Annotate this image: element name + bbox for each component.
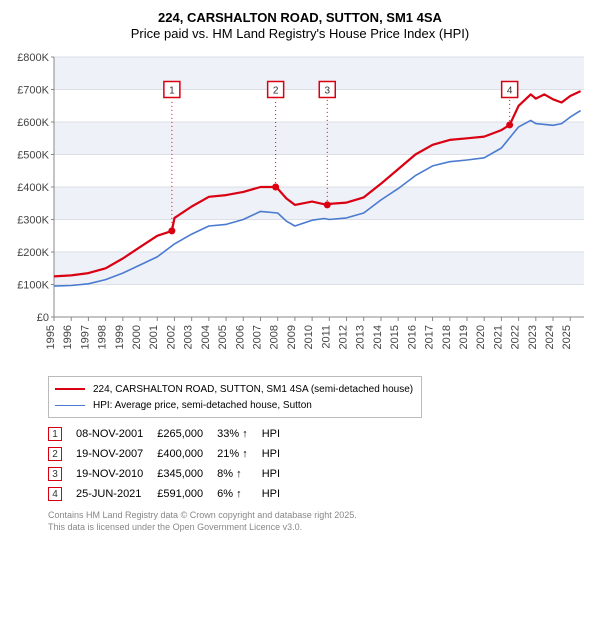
sale-pct: 33% ↑ — [217, 424, 262, 444]
svg-text:2006: 2006 — [234, 325, 246, 349]
chart-title-line1: 224, CARSHALTON ROAD, SUTTON, SM1 4SA — [8, 10, 592, 25]
footer-attribution: Contains HM Land Registry data © Crown c… — [48, 510, 592, 533]
sale-price: £345,000 — [157, 464, 217, 484]
footer-line1: Contains HM Land Registry data © Crown c… — [48, 510, 592, 522]
svg-text:2011: 2011 — [320, 325, 332, 349]
svg-text:£700K: £700K — [17, 85, 49, 97]
svg-text:1999: 1999 — [114, 325, 126, 349]
legend-swatch — [55, 388, 85, 390]
sale-marker-box: 4 — [48, 487, 62, 501]
line-chart-svg: £0 £100K £200K £300K £400K £500K £600K £700K £80… — [8, 47, 588, 372]
svg-text:2017: 2017 — [424, 325, 436, 349]
svg-text:2010: 2010 — [303, 325, 315, 349]
sale-price: £265,000 — [157, 424, 217, 444]
svg-text:2008: 2008 — [269, 325, 281, 349]
svg-text:1995: 1995 — [45, 325, 57, 349]
sale-marker-box: 1 — [48, 427, 62, 441]
svg-text:2023: 2023 — [527, 325, 539, 349]
svg-text:2007: 2007 — [251, 325, 263, 349]
legend-label: HPI: Average price, semi-detached house,… — [93, 400, 312, 411]
svg-text:2022: 2022 — [510, 325, 522, 349]
legend: 224, CARSHALTON ROAD, SUTTON, SM1 4SA (s… — [48, 376, 422, 418]
svg-text:£200K: £200K — [17, 247, 49, 259]
svg-text:2005: 2005 — [217, 325, 229, 349]
svg-text:£300K: £300K — [17, 215, 49, 227]
sale-pct: 21% ↑ — [217, 444, 262, 464]
legend-item: 224, CARSHALTON ROAD, SUTTON, SM1 4SA (s… — [55, 381, 415, 397]
table-row: 4 25-JUN-2021£591,0006% ↑HPI — [48, 484, 294, 504]
legend-swatch — [55, 405, 85, 406]
sale-date: 08-NOV-2001 — [76, 424, 157, 444]
svg-text:£500K: £500K — [17, 150, 49, 162]
svg-text:£400K: £400K — [17, 182, 49, 194]
svg-text:2019: 2019 — [458, 325, 470, 349]
svg-text:2018: 2018 — [441, 325, 453, 349]
svg-text:1: 1 — [169, 86, 175, 97]
svg-text:£100K: £100K — [17, 280, 49, 292]
svg-text:2002: 2002 — [165, 325, 177, 349]
svg-text:2014: 2014 — [372, 325, 384, 349]
svg-text:2020: 2020 — [475, 325, 487, 349]
sale-pct: 8% ↑ — [217, 464, 262, 484]
svg-text:2021: 2021 — [492, 325, 504, 349]
sale-price: £591,000 — [157, 484, 217, 504]
svg-text:2013: 2013 — [355, 325, 367, 349]
svg-text:4: 4 — [507, 86, 513, 97]
svg-text:2009: 2009 — [286, 325, 298, 349]
sale-date: 19-NOV-2007 — [76, 444, 157, 464]
footer-line2: This data is licensed under the Open Gov… — [48, 522, 592, 534]
table-row: 2 19-NOV-2007£400,00021% ↑HPI — [48, 444, 294, 464]
svg-text:£0: £0 — [37, 312, 49, 324]
sale-hpi-label: HPI — [262, 484, 294, 504]
sale-date: 19-NOV-2010 — [76, 464, 157, 484]
chart-title-block: 224, CARSHALTON ROAD, SUTTON, SM1 4SA Pr… — [8, 10, 592, 41]
svg-text:2000: 2000 — [131, 325, 143, 349]
svg-text:2025: 2025 — [561, 325, 573, 349]
svg-text:3: 3 — [324, 86, 330, 97]
svg-text:£600K: £600K — [17, 117, 49, 129]
sale-hpi-label: HPI — [262, 424, 294, 444]
svg-text:1997: 1997 — [79, 325, 91, 349]
sale-hpi-label: HPI — [262, 444, 294, 464]
svg-text:2004: 2004 — [200, 325, 212, 349]
chart-title-line2: Price paid vs. HM Land Registry's House … — [8, 26, 592, 41]
sale-marker-box: 3 — [48, 467, 62, 481]
table-row: 1 08-NOV-2001£265,00033% ↑HPI — [48, 424, 294, 444]
sale-hpi-label: HPI — [262, 464, 294, 484]
chart-area: £0 £100K £200K £300K £400K £500K £600K £700K £80… — [8, 47, 592, 372]
sale-marker-box: 2 — [48, 447, 62, 461]
legend-label: 224, CARSHALTON ROAD, SUTTON, SM1 4SA (s… — [93, 384, 413, 395]
table-row: 3 19-NOV-2010£345,0008% ↑HPI — [48, 464, 294, 484]
sale-pct: 6% ↑ — [217, 484, 262, 504]
sale-date: 25-JUN-2021 — [76, 484, 157, 504]
svg-text:2003: 2003 — [183, 325, 195, 349]
svg-text:2024: 2024 — [544, 325, 556, 349]
svg-text:2001: 2001 — [148, 325, 160, 349]
svg-text:£800K: £800K — [17, 52, 49, 64]
legend-item: HPI: Average price, semi-detached house,… — [55, 397, 415, 413]
sales-table: 108-NOV-2001£265,00033% ↑HPI219-NOV-2007… — [48, 424, 294, 504]
svg-text:2015: 2015 — [389, 325, 401, 349]
sale-price: £400,000 — [157, 444, 217, 464]
svg-text:2016: 2016 — [406, 325, 418, 349]
svg-text:2: 2 — [273, 86, 279, 97]
svg-text:1996: 1996 — [62, 325, 74, 349]
svg-text:2012: 2012 — [338, 325, 350, 349]
svg-text:1998: 1998 — [97, 325, 109, 349]
